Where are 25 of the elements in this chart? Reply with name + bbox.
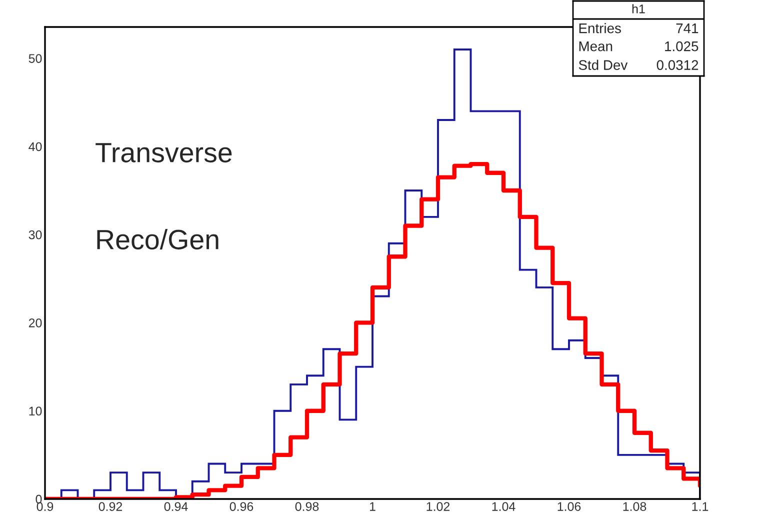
y-tick-label: 20 [28,318,42,328]
x-tick-label: 0.9 [36,502,54,511]
annotation: 1.025 [665,41,698,52]
x-tick-label: 1.02 [426,502,450,511]
annotation: Reco/Gen [97,229,218,250]
x-tick-label: 1.1 [692,502,708,511]
x-tick-label: 1.06 [558,502,581,511]
x-tick-label: 0.94 [164,502,188,511]
annotation: 741 [676,24,698,34]
annotation: Std Dev [578,60,628,70]
y-tick-label: 30 [28,230,42,240]
x-tick-label: 1.08 [623,502,646,511]
x-tick-label: 0.98 [295,502,319,511]
y-tick-label: 10 [29,406,42,416]
annotation: Transverse [96,143,232,162]
x-tick-label: 0.96 [230,502,254,511]
annotation: 0.0312 [656,60,698,70]
annotation: Mean [579,42,612,52]
text: h1 [632,4,645,14]
y-tick-label: 40 [28,142,42,152]
annotation: Entries [579,23,621,34]
y-tick-label: 50 [28,54,42,63]
x-tick-label: 0.92 [98,502,122,511]
x-tick-label: 1.04 [492,502,516,511]
x-tick-label: 1 [370,502,376,511]
